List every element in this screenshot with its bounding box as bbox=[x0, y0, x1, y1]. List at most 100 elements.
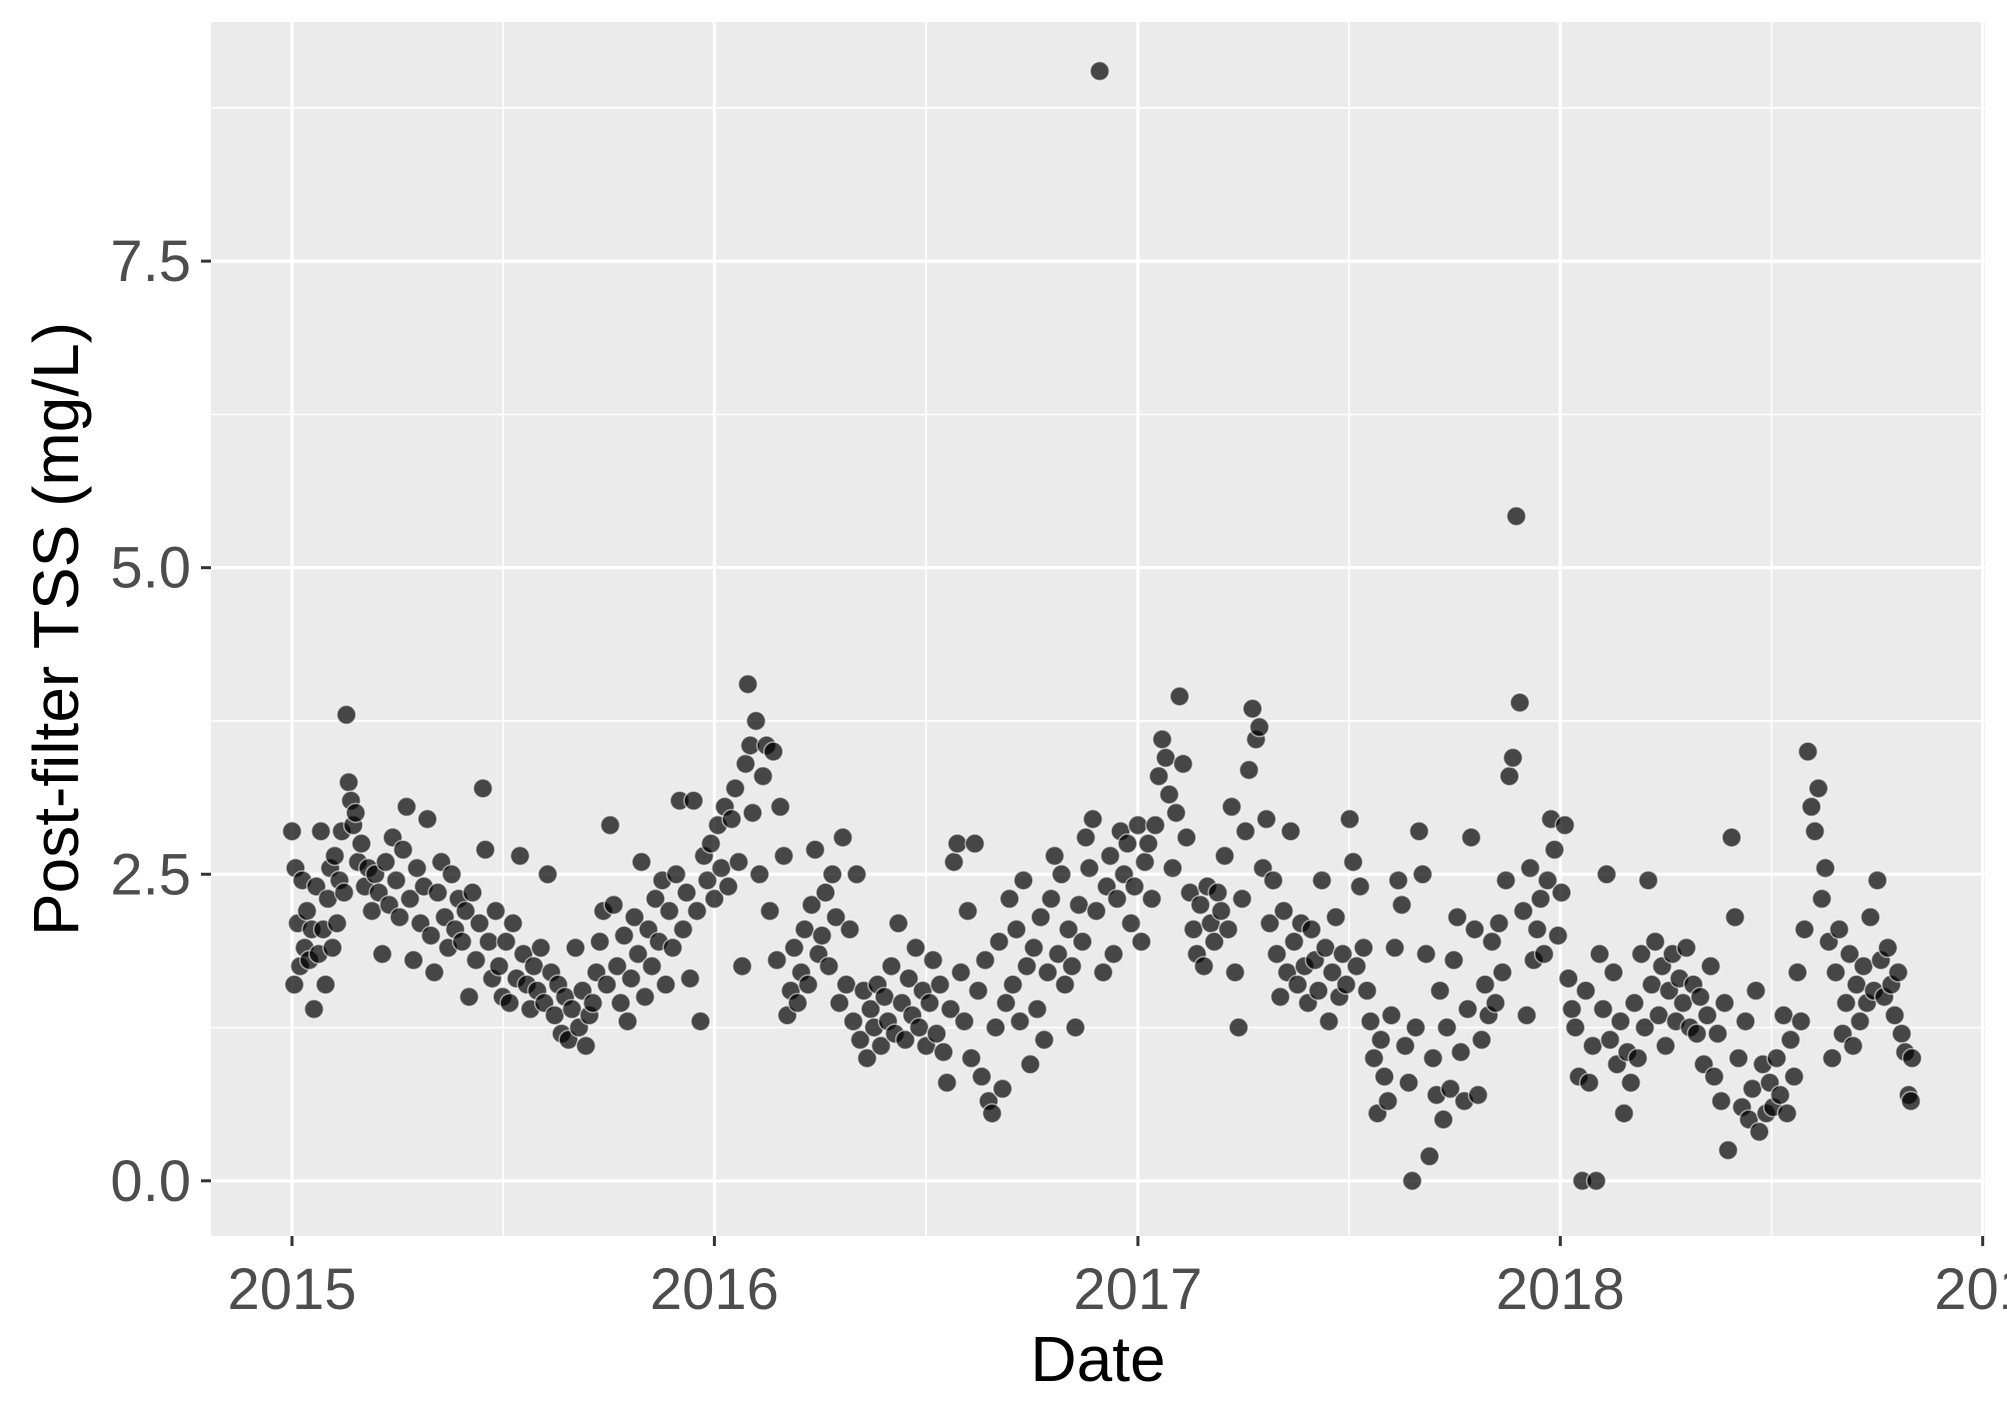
y-tick-label: 5.0 bbox=[110, 536, 191, 601]
data-point bbox=[1016, 955, 1038, 977]
data-point bbox=[392, 839, 414, 861]
data-point bbox=[1322, 962, 1343, 983]
data-point bbox=[1419, 1146, 1440, 1167]
data-point bbox=[815, 882, 836, 903]
data-point bbox=[1162, 857, 1183, 879]
data-point bbox=[1165, 802, 1187, 824]
data-point bbox=[502, 912, 524, 934]
data-point bbox=[1835, 992, 1857, 1014]
data-point bbox=[610, 992, 632, 1014]
data-point bbox=[992, 1078, 1013, 1100]
data-point bbox=[1592, 998, 1614, 1020]
data-point bbox=[1499, 765, 1520, 787]
data-point bbox=[1887, 962, 1909, 983]
data-point bbox=[1287, 974, 1308, 995]
data-point bbox=[1374, 1066, 1395, 1087]
data-point bbox=[1516, 1004, 1537, 1026]
data-point bbox=[1513, 900, 1534, 922]
data-point bbox=[1641, 974, 1662, 995]
data-point bbox=[999, 888, 1020, 910]
data-point bbox=[1492, 962, 1513, 983]
data-point bbox=[766, 949, 788, 971]
data-point bbox=[1488, 912, 1510, 934]
data-point bbox=[971, 1066, 993, 1087]
data-point bbox=[1249, 716, 1270, 738]
data-point bbox=[1422, 1047, 1444, 1069]
data-point bbox=[894, 1029, 916, 1051]
data-point bbox=[1086, 900, 1107, 922]
data-point bbox=[967, 980, 989, 1002]
data-point bbox=[1849, 1011, 1871, 1032]
data-point bbox=[499, 992, 520, 1014]
data-point bbox=[1648, 1004, 1669, 1026]
data-point bbox=[1158, 784, 1180, 805]
data-point bbox=[1811, 888, 1833, 910]
data-point bbox=[1721, 827, 1742, 848]
grid-major bbox=[211, 22, 1985, 1236]
data-point bbox=[1131, 931, 1152, 953]
data-point bbox=[1728, 1047, 1749, 1069]
data-point bbox=[613, 925, 635, 946]
data-point bbox=[1089, 60, 1110, 82]
data-point bbox=[537, 863, 559, 885]
data-point bbox=[1235, 820, 1256, 842]
data-point bbox=[1825, 962, 1846, 983]
y-axis: 0.0 2.5 5.0 7.5 bbox=[110, 229, 211, 1214]
data-point bbox=[953, 1011, 975, 1032]
data-point bbox=[1901, 1047, 1923, 1069]
data-point bbox=[1342, 851, 1364, 873]
data-point bbox=[1238, 759, 1260, 781]
data-point bbox=[835, 974, 857, 995]
x-tick-label: 2018 bbox=[1496, 1257, 1625, 1322]
data-point bbox=[488, 955, 510, 977]
data-point bbox=[338, 771, 360, 793]
y-tick-label: 7.5 bbox=[110, 229, 191, 294]
data-point bbox=[1842, 1035, 1864, 1057]
data-point bbox=[1627, 1047, 1649, 1069]
data-point bbox=[561, 998, 583, 1020]
data-point bbox=[898, 968, 920, 989]
data-point bbox=[940, 998, 961, 1020]
data-point bbox=[829, 992, 850, 1014]
data-point bbox=[1742, 1078, 1763, 1100]
data-point bbox=[1228, 1017, 1249, 1038]
data-point bbox=[929, 974, 951, 995]
data-point bbox=[1776, 1103, 1798, 1124]
data-point bbox=[375, 851, 397, 873]
data-point bbox=[811, 925, 833, 946]
data-point bbox=[1335, 974, 1357, 995]
data-point bbox=[1828, 919, 1850, 940]
data-point bbox=[1134, 851, 1156, 873]
data-point bbox=[1145, 814, 1166, 836]
data-point bbox=[1120, 912, 1142, 934]
data-point bbox=[544, 1004, 566, 1026]
y-axis-title: Post-filter TSS (mg/L) bbox=[20, 322, 92, 936]
data-point bbox=[822, 863, 843, 885]
data-point bbox=[1599, 1029, 1621, 1051]
data-point bbox=[1433, 1109, 1454, 1130]
data-point bbox=[1061, 955, 1083, 977]
data-point bbox=[1381, 1004, 1402, 1026]
data-point bbox=[1502, 747, 1524, 769]
data-point bbox=[1103, 943, 1124, 965]
data-point bbox=[406, 857, 428, 879]
data-point bbox=[1589, 943, 1610, 965]
data-point bbox=[1106, 888, 1128, 910]
data-point bbox=[441, 863, 463, 885]
data-point bbox=[1072, 931, 1093, 953]
data-point bbox=[1585, 1170, 1607, 1192]
data-point bbox=[1471, 1029, 1492, 1051]
data-point bbox=[1690, 986, 1711, 1008]
data-point bbox=[672, 919, 694, 940]
data-point bbox=[1794, 919, 1815, 940]
data-point bbox=[1519, 857, 1541, 879]
data-point bbox=[322, 937, 343, 959]
data-point bbox=[1082, 808, 1104, 830]
data-point bbox=[1318, 1011, 1340, 1032]
data-point bbox=[1558, 968, 1579, 989]
data-point bbox=[742, 802, 763, 824]
data-point bbox=[1040, 888, 1062, 910]
data-point bbox=[575, 1035, 597, 1057]
data-point bbox=[690, 1011, 711, 1032]
plot-panel bbox=[211, 22, 1985, 1236]
